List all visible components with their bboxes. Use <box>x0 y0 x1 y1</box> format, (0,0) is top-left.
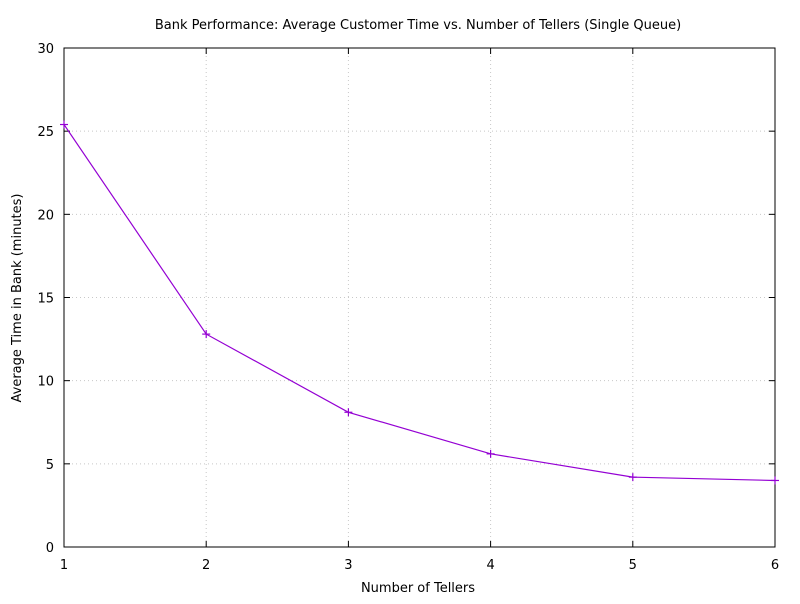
data-point-marker <box>771 476 779 485</box>
x-tick-label: 1 <box>60 558 68 573</box>
x-tick-label: 2 <box>202 558 210 573</box>
x-tick-labels: 1 2 3 4 5 6 <box>60 558 779 573</box>
y-tick-label: 10 <box>37 375 54 390</box>
y-tick-label: 15 <box>37 292 54 307</box>
y-tick-labels: 0 5 10 15 20 25 30 <box>37 42 54 556</box>
x-tick-label: 4 <box>486 558 494 573</box>
grid-lines <box>64 48 775 547</box>
y-tick-label: 25 <box>37 125 54 140</box>
x-tick-label: 6 <box>771 558 779 573</box>
data-point-marker <box>344 408 353 417</box>
data-point-marker <box>60 120 68 129</box>
data-point-marker <box>628 473 637 482</box>
data-point-marker <box>486 449 495 458</box>
series-layer <box>60 120 779 485</box>
series-line <box>63 124 776 482</box>
plot-frame <box>63 47 776 548</box>
x-tick-label: 3 <box>344 558 352 573</box>
data-point-marker <box>202 330 211 339</box>
y-tick-label: 0 <box>46 541 54 556</box>
y-tick-label: 5 <box>46 458 54 473</box>
x-axis-label: Number of Tellers <box>361 581 475 596</box>
y-axis-label: Average Time in Bank (minutes) <box>10 194 25 403</box>
y-tick-label: 20 <box>37 208 54 223</box>
x-tick-label: 5 <box>629 558 637 573</box>
chart-title: Bank Performance: Average Customer Time … <box>155 18 681 33</box>
y-tick-label: 30 <box>37 42 54 57</box>
